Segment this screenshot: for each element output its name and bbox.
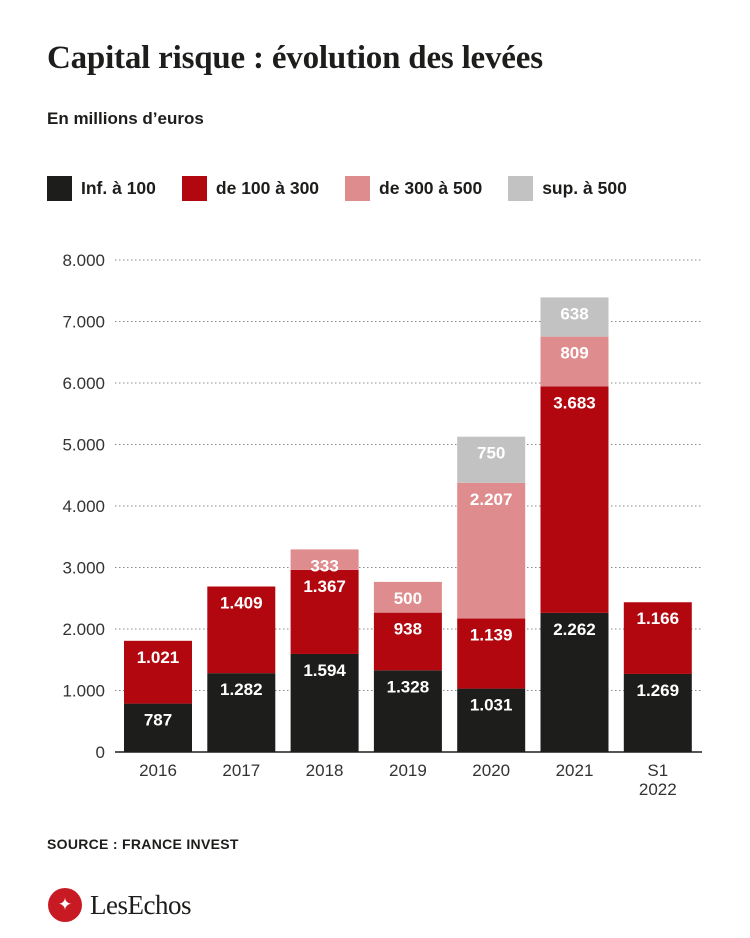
bar-segment	[207, 673, 276, 752]
legend: Inf. à 100 de 100 à 300 de 300 à 500 sup…	[47, 176, 653, 201]
logo-text: LesEchos	[90, 889, 191, 920]
x-tick-label: 2018	[306, 761, 344, 780]
bar-value-label: 1.328	[387, 677, 430, 696]
y-tick-label: 5.000	[62, 436, 105, 455]
bar-segment	[373, 670, 442, 752]
bar-value-label: 1.269	[637, 681, 680, 700]
stacked-bar-chart: 0 1.000 2.000 3.000 4.000 5.000 6.000 7.000 8.00…	[62, 251, 702, 799]
y-tick-label: 4.000	[62, 497, 105, 516]
bar-value-label: 750	[477, 444, 505, 463]
logo-mark-icon: ✦	[48, 888, 82, 922]
x-tick-label: 2021	[556, 761, 594, 780]
y-tick-label: 0	[96, 743, 105, 762]
les-echos-logo: ✦ LesEchos	[48, 888, 191, 922]
bar-segment	[373, 612, 442, 671]
bar-value-label: 1.282	[220, 680, 263, 699]
bar-segment	[623, 673, 692, 752]
legend-label: sup. à 500	[542, 178, 627, 198]
source-note: SOURCE : FRANCE INVEST	[47, 836, 239, 852]
legend-swatch	[345, 176, 371, 201]
bar-value-label: 500	[394, 589, 422, 608]
bar-value-label: 1.409	[220, 594, 263, 613]
bar-segment	[290, 653, 359, 752]
bar-segment	[623, 602, 692, 674]
y-tick-label: 2.000	[62, 620, 105, 639]
x-tick-label: S1 2022	[639, 761, 677, 799]
y-tick-label: 1.000	[62, 682, 105, 701]
bar-value-label: 809	[560, 344, 588, 363]
bar-value-label: 1.021	[137, 648, 180, 667]
legend-item-inf-100: Inf. à 100	[47, 176, 156, 201]
bar-segment	[124, 640, 192, 704]
legend-item-100-300: de 100 à 300	[181, 176, 320, 201]
bar-value-label: 787	[144, 711, 172, 730]
bar-value-label: 938	[394, 620, 422, 639]
bar-value-label: 333	[310, 556, 338, 575]
bar-segment	[207, 586, 276, 674]
legend-swatch	[181, 176, 207, 201]
bar-value-label: 1.139	[470, 626, 513, 645]
legend-label: de 300 à 500	[379, 178, 483, 198]
bar-segment	[540, 336, 609, 387]
legend-item-300-500: de 300 à 500	[345, 176, 482, 201]
bar-segment	[124, 703, 192, 752]
x-tick-label: 2017	[222, 761, 260, 780]
legend-swatch	[47, 176, 72, 201]
bar-segment	[540, 297, 609, 337]
bar-segment	[457, 618, 526, 689]
x-tick-label: 2019	[389, 761, 427, 780]
chart-subtitle: En millions d’euros	[47, 109, 204, 128]
bar-value-label: 638	[560, 304, 588, 323]
bar-segment	[290, 549, 359, 570]
bar-segment	[290, 569, 359, 654]
bar-segment	[457, 688, 526, 752]
bar-value-label: 1.166	[637, 609, 680, 628]
bar-segment	[457, 482, 526, 619]
legend-swatch	[508, 176, 534, 201]
bar-value-label: 2.262	[553, 620, 596, 639]
bar-segment	[373, 581, 442, 613]
legend-label: de 100 à 300	[215, 178, 320, 198]
bar-value-label: 3.683	[553, 393, 596, 412]
bar-segment	[540, 612, 609, 752]
bar-segment	[457, 436, 526, 483]
y-tick-label: 6.000	[62, 374, 105, 393]
bar-value-label: 1.594	[303, 661, 346, 680]
bar-segment	[540, 386, 609, 613]
x-tick-label: 2020	[472, 761, 510, 780]
y-tick-label: 3.000	[62, 559, 105, 578]
x-tick-label: 2016	[139, 761, 177, 780]
legend-label: Inf. à 100	[81, 178, 156, 198]
bar-value-label: 1.367	[303, 577, 346, 596]
bar-value-label: 1.031	[470, 696, 513, 715]
chart-title: Capital risque : évolution des levées	[47, 40, 543, 76]
y-tick-label: 8.000	[62, 251, 105, 270]
bar-value-label: 2.207	[470, 490, 513, 509]
y-tick-label: 7.000	[62, 313, 105, 332]
legend-item-sup-500: sup. à 500	[508, 176, 627, 201]
